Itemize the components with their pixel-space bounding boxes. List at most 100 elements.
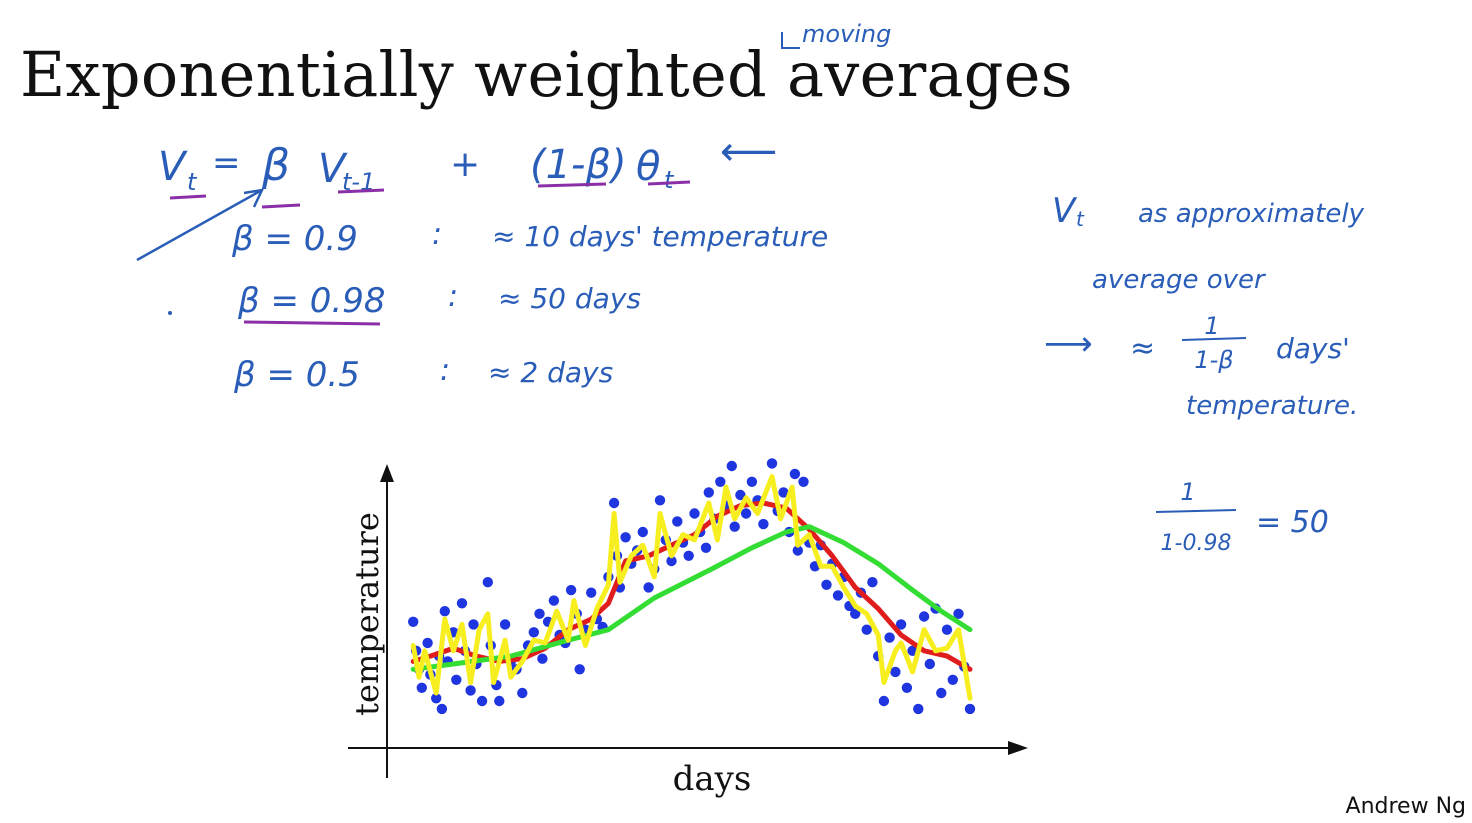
data-point-98: [913, 703, 924, 715]
data-point-37: [574, 664, 585, 675]
data-point-94: [890, 666, 901, 678]
data-point-26: [517, 687, 528, 699]
underline-row-2: [243, 320, 381, 326]
data-point-63: [715, 476, 726, 487]
data-point-55: [672, 516, 683, 527]
temperature-chart: days temperature: [348, 458, 1028, 799]
beta-pointer-arrow-head: [243, 188, 265, 208]
update-formula: V t = β V t-1 + (1-β) θ t ⟵: [136, 129, 777, 262]
data-point-87: [850, 608, 861, 619]
data-point-58: [689, 508, 700, 519]
data-point-13: [456, 598, 468, 609]
calc-numerator: 1: [1180, 478, 1195, 506]
right-approx: ≈: [1130, 331, 1155, 366]
data-point-54: [666, 555, 677, 567]
x-axis-arrowhead: [1008, 741, 1028, 755]
right-arrow: ⟶: [1044, 324, 1093, 364]
right-days: days': [1276, 332, 1350, 365]
data-point-61: [703, 487, 714, 498]
x-axis-label: days: [673, 759, 752, 799]
right-fraction-denominator: 1-β: [1194, 346, 1233, 374]
row-2-colon: :: [448, 279, 458, 314]
data-point-49: [637, 526, 648, 538]
data-point-65: [726, 460, 737, 472]
data-point-30: [537, 653, 548, 664]
data-point-4: [422, 637, 433, 649]
data-point-71: [758, 518, 769, 530]
line-beta-0-9: [410, 500, 973, 672]
formula-vt: V: [158, 144, 188, 190]
data-point-69: [746, 476, 758, 487]
underline-one-minus-beta: [537, 182, 607, 188]
right-fraction-bar: [1181, 337, 1247, 341]
data-point-29: [534, 608, 545, 619]
data-point-46: [620, 532, 631, 543]
calc-denominator: 1-0.98: [1161, 531, 1232, 556]
data-point-32: [548, 595, 560, 606]
moving-annotation-bracket: [781, 32, 800, 49]
row-2-beta: β = 0.98: [237, 281, 386, 321]
data-point-84: [832, 590, 844, 601]
row-1-beta: β = 0.9: [231, 219, 358, 259]
right-notes: V t as approximately average over ⟶ ≈ 1 …: [1044, 191, 1365, 556]
data-point-60: [700, 542, 712, 553]
dot-mark: [168, 311, 172, 315]
data-point-9: [439, 606, 450, 617]
line-beta-0-98: [410, 524, 973, 672]
data-point-3: [416, 682, 427, 693]
data-point-93: [884, 632, 895, 643]
beta-pointer-arrow-line: [136, 188, 263, 262]
row-1-colon: :: [432, 217, 442, 252]
data-point-90: [867, 577, 878, 588]
data-point-43: [608, 497, 620, 509]
underline-beta: [261, 203, 301, 209]
data-point-89: [861, 624, 872, 635]
formula-beta: β: [261, 140, 290, 191]
right-line-2: average over: [1092, 265, 1267, 295]
formula-theta-subscript: t: [664, 166, 675, 194]
data-point-50: [643, 582, 654, 593]
data-point-72: [766, 458, 778, 469]
data-point-8: [436, 703, 448, 715]
data-point-19: [482, 577, 493, 588]
data-point-99: [918, 611, 930, 622]
data-point-6: [431, 693, 442, 704]
data-point-28: [528, 627, 539, 638]
data-point-102: [936, 687, 947, 699]
data-point-76: [789, 468, 801, 480]
data-point-82: [821, 579, 832, 590]
data-point-78: [798, 476, 809, 487]
data-point-66: [729, 521, 740, 532]
row-3-approx: ≈ 2 days: [488, 356, 613, 389]
data-point-57: [683, 550, 694, 561]
data-point-95: [895, 619, 907, 630]
data-point-103: [941, 624, 953, 635]
data-point-35: [565, 584, 577, 596]
formula-one-minus-beta: (1-β): [530, 142, 627, 188]
right-vt-subscript: t: [1076, 207, 1085, 231]
moving-annotation: moving: [802, 20, 891, 48]
calc-result: = 50: [1256, 505, 1329, 540]
formula-v: V: [318, 146, 348, 192]
data-point-15: [465, 685, 476, 696]
data-point-67: [735, 489, 746, 501]
row-3-beta: β = 0.5: [233, 355, 360, 395]
data-point-39: [586, 587, 597, 598]
data-point-105: [953, 608, 964, 619]
row-1-approx: ≈ 10 days' temperature: [492, 220, 828, 253]
data-point-92: [878, 695, 890, 707]
trend-lines: [410, 474, 973, 701]
data-point-104: [947, 674, 958, 685]
row-2-approx: ≈ 50 days: [498, 282, 641, 315]
footer-author: Andrew Ng: [1345, 794, 1466, 819]
formula-plus: +: [450, 144, 480, 185]
data-point-74: [778, 487, 789, 498]
right-fraction-numerator: 1: [1204, 312, 1219, 340]
y-axis-arrowhead: [380, 464, 394, 482]
right-line-4: temperature.: [1186, 391, 1358, 421]
data-point-68: [740, 508, 752, 519]
data-point-52: [654, 495, 666, 506]
formula-arrow: ⟵: [720, 129, 777, 175]
formula-vt-subscript: t: [187, 168, 198, 196]
formula-equals: =: [212, 143, 241, 183]
